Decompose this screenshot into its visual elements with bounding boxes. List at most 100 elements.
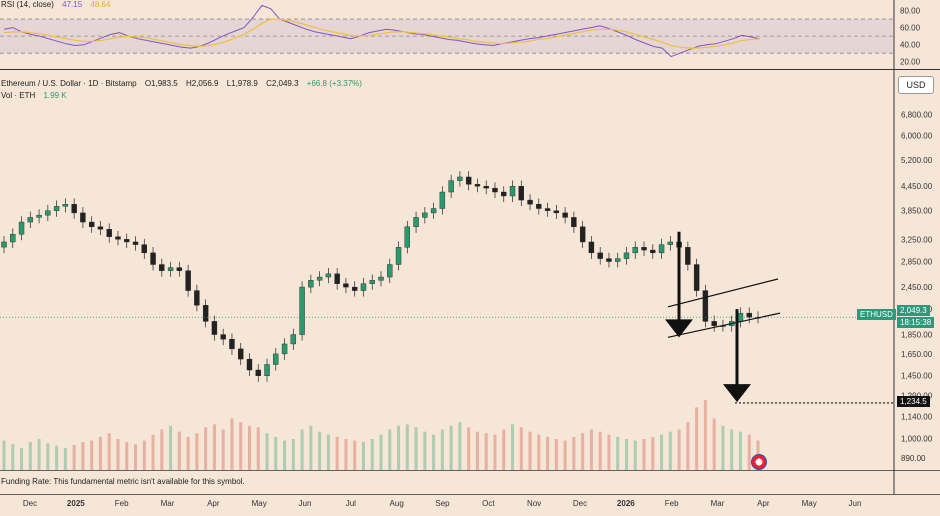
time-tick-label-14: Feb bbox=[665, 499, 679, 508]
volume-bar-14 bbox=[125, 442, 129, 470]
volume-bar-17 bbox=[151, 434, 155, 470]
time-tick-label-15: Mar bbox=[711, 499, 725, 508]
candle-body-79 bbox=[693, 264, 700, 291]
time-tick-label-16: Apr bbox=[757, 499, 770, 508]
volume-bar-80 bbox=[703, 400, 707, 470]
candle-body-53 bbox=[465, 176, 472, 185]
candle-body-85 bbox=[746, 312, 752, 318]
candle-body-9 bbox=[80, 212, 86, 223]
price-tick-label-9: 1,850.00 bbox=[901, 331, 933, 340]
candle-body-21 bbox=[185, 270, 191, 291]
volume-bar-81 bbox=[712, 418, 716, 470]
volume-bar-44 bbox=[388, 429, 392, 470]
candle-body-67 bbox=[588, 241, 595, 254]
candle-body-32 bbox=[281, 343, 288, 355]
price-tick-label-4: 3,850.00 bbox=[901, 207, 933, 216]
volume-bar-68 bbox=[598, 431, 602, 470]
us-flag-icon[interactable] bbox=[751, 454, 767, 470]
volume-bar-67 bbox=[589, 429, 593, 470]
volume-bar-53 bbox=[467, 427, 471, 470]
rsi-tick-label-0: 80.00 bbox=[900, 7, 921, 16]
candle-body-55 bbox=[483, 186, 489, 189]
candle-body-29 bbox=[255, 369, 261, 376]
rsi-tick-label-1: 60.00 bbox=[900, 24, 921, 33]
price-pane: 6,800.00 6,000.00 5,200.00 4,450.00 3,850.00… bbox=[0, 70, 940, 516]
candle-body-1 bbox=[10, 234, 16, 243]
volume-bar-49 bbox=[432, 434, 436, 470]
volume-bar-36 bbox=[318, 431, 322, 470]
rsi-bg bbox=[0, 0, 940, 70]
price-tick-label-3: 4,450.00 bbox=[901, 182, 933, 191]
vol-label: Vol · ETH bbox=[1, 91, 36, 100]
candle-body-7 bbox=[62, 204, 69, 207]
volume-bar-60 bbox=[528, 431, 532, 470]
volume-bar-76 bbox=[668, 431, 672, 470]
candle-body-15 bbox=[132, 241, 139, 245]
candle-body-13 bbox=[115, 236, 121, 240]
candle-body-40 bbox=[351, 286, 358, 291]
volume-bar-75 bbox=[660, 434, 664, 470]
volume-bar-30 bbox=[265, 433, 269, 470]
volume-bar-0 bbox=[2, 440, 6, 470]
volume-bar-7 bbox=[63, 447, 67, 470]
volume-bar-16 bbox=[142, 440, 146, 470]
time-tick-label-8: Aug bbox=[390, 499, 404, 508]
volume-bar-74 bbox=[651, 436, 655, 470]
ohlc-change: +66.8 (+3.37%) bbox=[306, 79, 362, 88]
volume-bar-32 bbox=[283, 440, 287, 470]
price-badge: 2,049.3 bbox=[897, 305, 930, 316]
volume-bar-13 bbox=[116, 439, 120, 470]
volume-bar-79 bbox=[695, 407, 699, 470]
volume-bar-61 bbox=[537, 434, 541, 470]
volume-bar-20 bbox=[177, 431, 181, 470]
volume-bar-24 bbox=[212, 424, 216, 470]
candle-body-54 bbox=[474, 184, 481, 187]
price-tick-label-15: 890.00 bbox=[901, 454, 926, 463]
rsi-tick-label-3: 20.00 bbox=[900, 58, 921, 67]
volume-bar-57 bbox=[502, 429, 506, 470]
candle-body-38 bbox=[334, 273, 340, 284]
symbol-badge: ETHUSD bbox=[857, 309, 896, 320]
volume-bar-51 bbox=[449, 425, 453, 470]
candle-body-62 bbox=[544, 208, 551, 211]
time-tick-label-11: Nov bbox=[527, 499, 541, 508]
volume-bar-33 bbox=[291, 439, 295, 470]
ohlc-open: O1,983.5 bbox=[144, 79, 178, 88]
currency-button[interactable]: USD bbox=[898, 76, 934, 94]
candle-body-8 bbox=[71, 204, 77, 214]
candle-body-58 bbox=[509, 186, 516, 197]
volume-bar-21 bbox=[186, 436, 190, 470]
volume-bar-25 bbox=[221, 429, 225, 470]
candle-body-28 bbox=[246, 358, 253, 371]
volume-bar-4 bbox=[37, 439, 41, 470]
volume-bar-12 bbox=[107, 433, 111, 470]
ohlc-close: C2,049.3 bbox=[266, 79, 299, 88]
channel-lower bbox=[667, 312, 781, 338]
volume-bar-27 bbox=[239, 422, 243, 470]
candle-body-31 bbox=[273, 353, 279, 365]
candle-body-51 bbox=[448, 180, 454, 193]
volume-bar-18 bbox=[160, 429, 164, 470]
volume-bar-8 bbox=[72, 444, 76, 470]
candle-body-66 bbox=[579, 226, 586, 243]
symbol-title[interactable]: Ethereum / U.S. Dollar · 1D · Bitstamp bbox=[1, 79, 137, 88]
time-tick-label-0: Dec bbox=[23, 499, 37, 508]
rsi-header: RSI (14, close) 47.15 48.64 bbox=[1, 0, 110, 9]
volume-bar-10 bbox=[90, 440, 94, 470]
candle-body-18 bbox=[159, 264, 165, 271]
time-tick-label-18: Jun bbox=[849, 499, 862, 508]
rsi-tick-label-2: 40.00 bbox=[900, 41, 921, 50]
volume-bar-70 bbox=[616, 436, 620, 470]
candle-body-75 bbox=[658, 244, 665, 254]
volume-bar-62 bbox=[546, 436, 550, 470]
candle-body-43 bbox=[378, 276, 384, 281]
arrow-down-2-head bbox=[723, 384, 751, 403]
volume-bar-19 bbox=[169, 425, 173, 470]
volume-bar-40 bbox=[353, 440, 357, 470]
candle-body-19 bbox=[167, 267, 174, 271]
candle-body-69 bbox=[606, 258, 612, 262]
candle-body-10 bbox=[88, 221, 95, 228]
candle-body-27 bbox=[238, 348, 244, 360]
candle-body-52 bbox=[457, 176, 463, 181]
